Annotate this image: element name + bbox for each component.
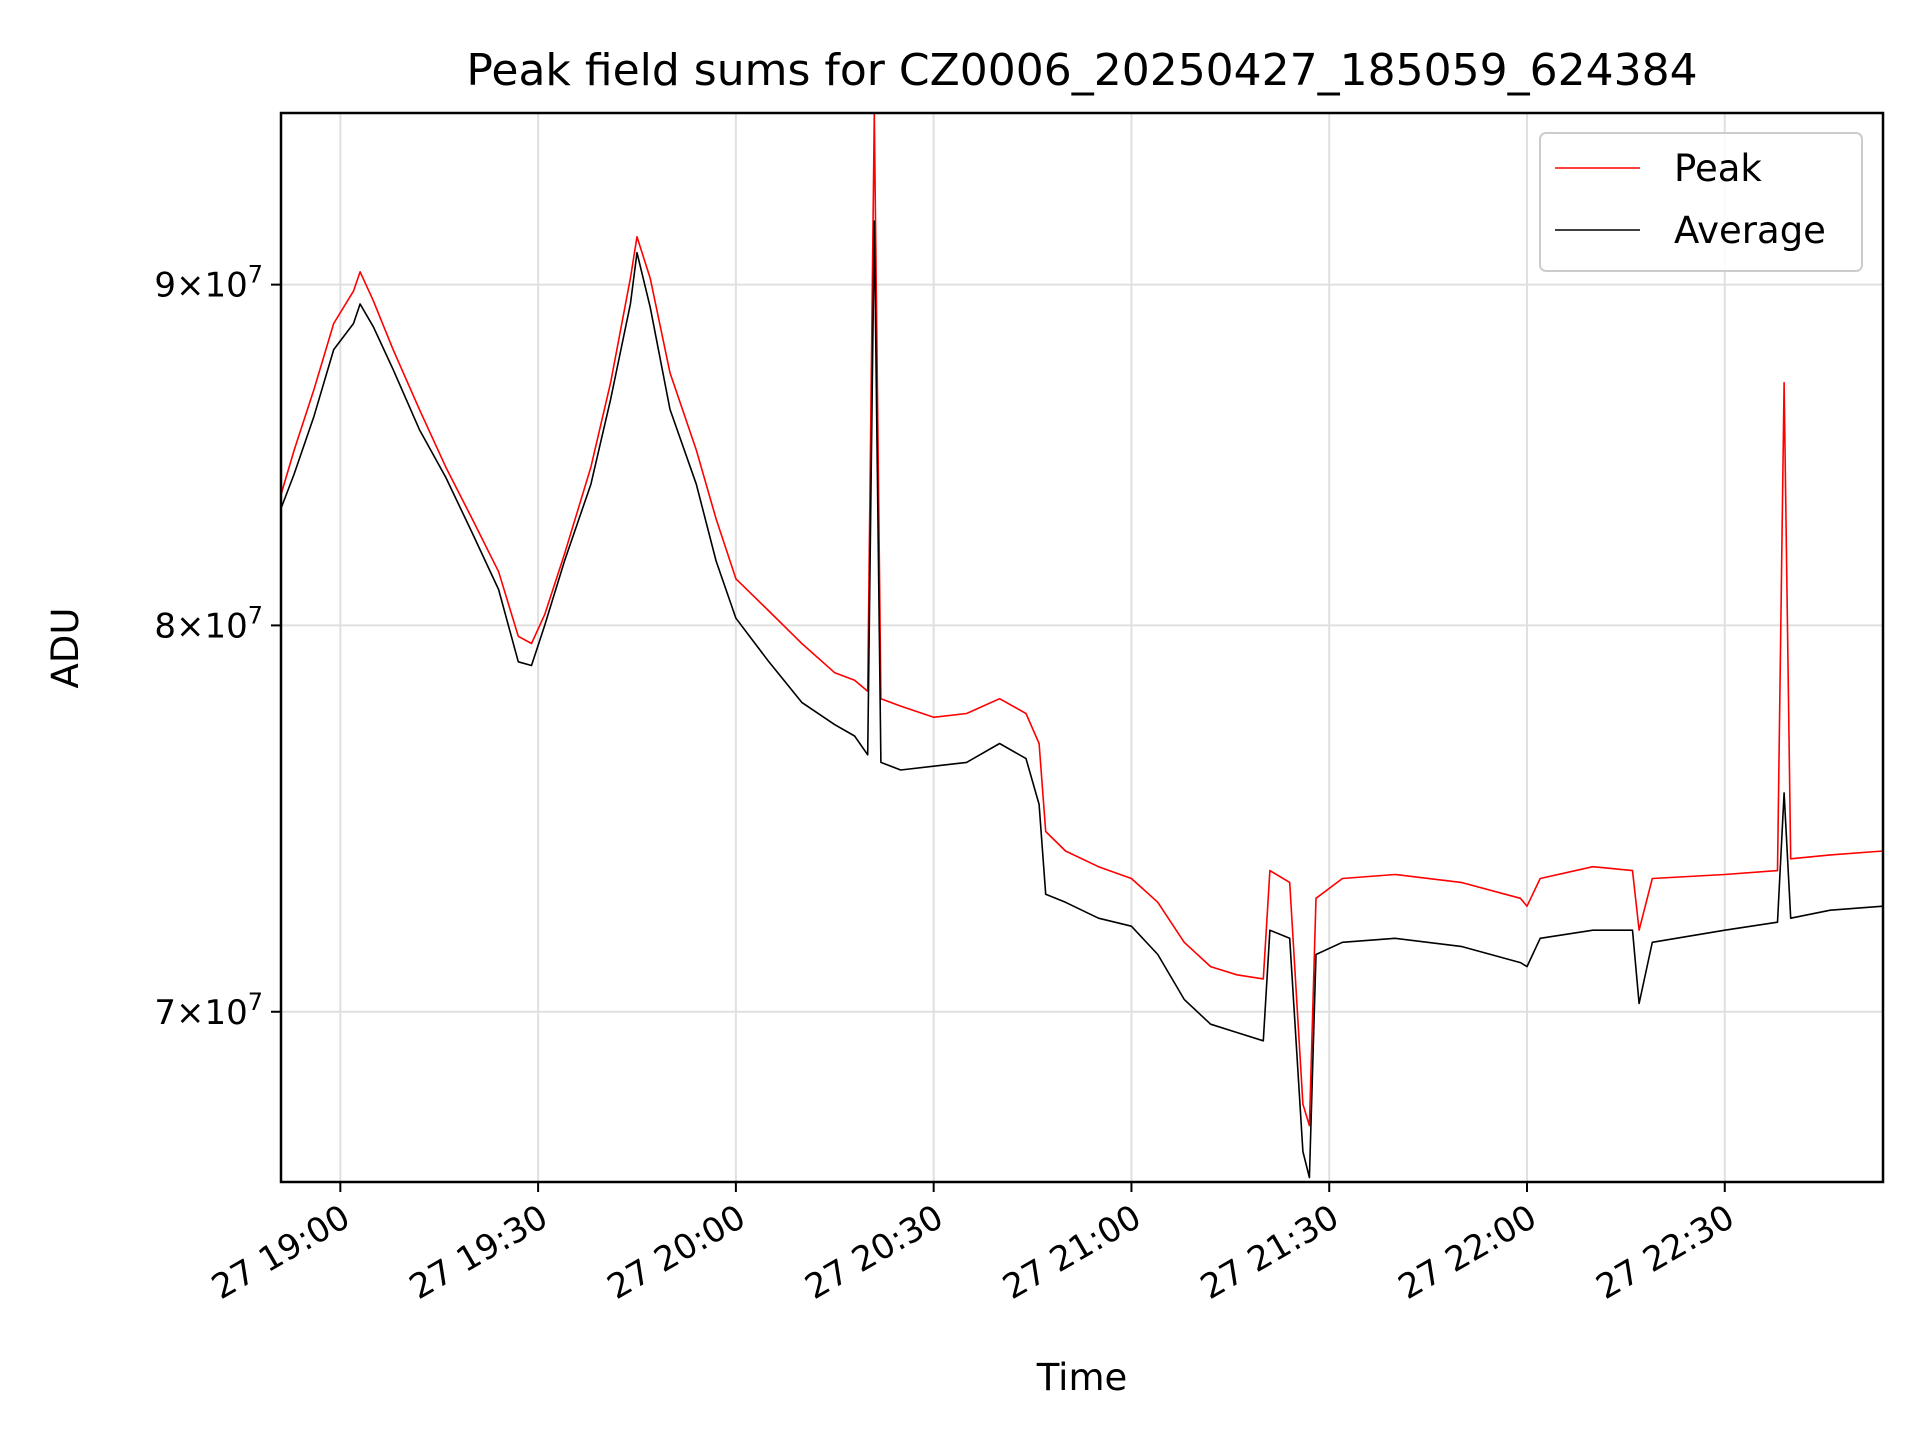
- chart-title: Peak field sums for CZ0006_20250427_1850…: [466, 45, 1697, 96]
- x-axis-title: Time: [1036, 1356, 1128, 1399]
- y-tick-label: 7×107: [154, 988, 263, 1033]
- y-tick-label: 8×107: [154, 601, 263, 646]
- legend-label-peak: Peak: [1674, 147, 1762, 190]
- legend: Peak Average: [1539, 132, 1863, 272]
- plot-frame: [279, 111, 1885, 1184]
- y-axis-title: ADU: [44, 608, 87, 689]
- series-line-peak: [281, 113, 1883, 1127]
- legend-label-average: Average: [1674, 209, 1826, 252]
- series-layer: [281, 113, 1883, 1179]
- series-line-average: [281, 220, 1883, 1179]
- y-tick-label: 9×107: [154, 261, 263, 306]
